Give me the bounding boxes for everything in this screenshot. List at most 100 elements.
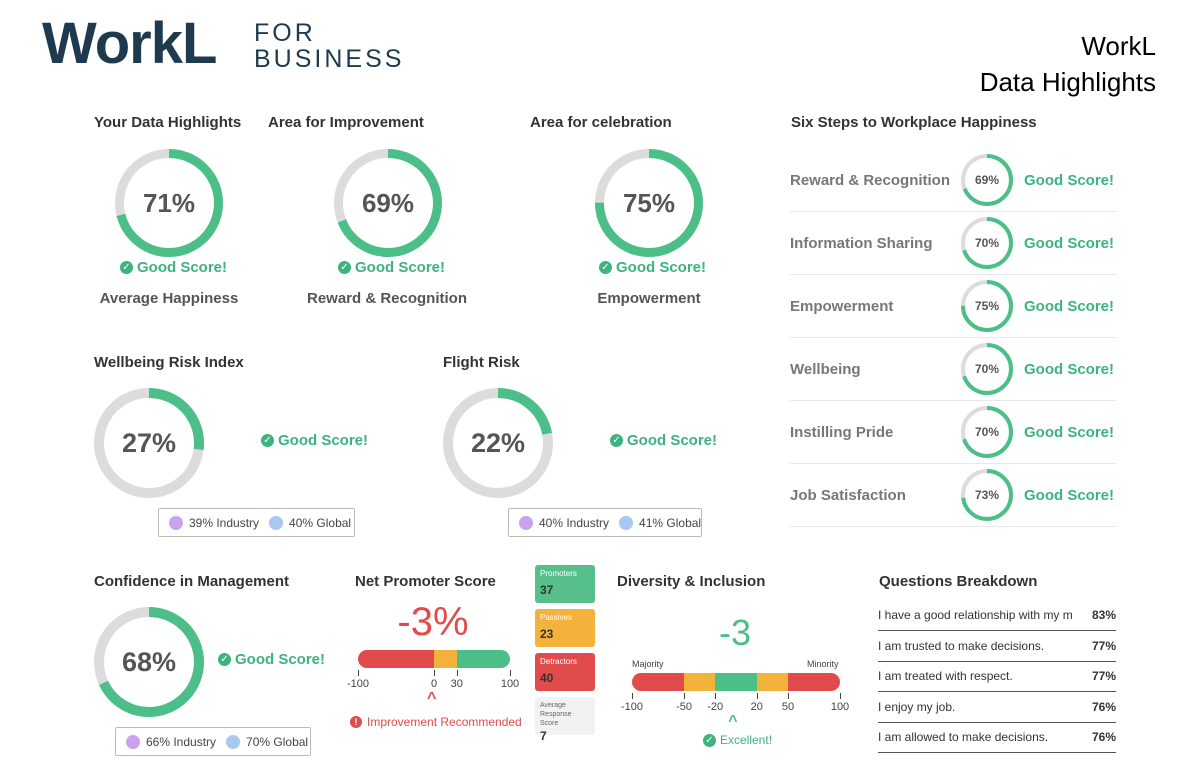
exclamation-icon: ! [350, 716, 362, 728]
scale-tick-label: -100 [346, 678, 370, 690]
scale-tick [632, 693, 633, 699]
scale-tick-label: 20 [750, 701, 763, 713]
global-text: 70% Global [246, 734, 309, 749]
scale-tick-label: 0 [430, 678, 438, 690]
highlight-label-3: Empowerment [597, 290, 701, 307]
check-circle-icon: ✓ [703, 733, 716, 747]
global-text: 41% Global [639, 515, 702, 530]
step-name: Job Satisfaction [790, 486, 906, 504]
flight-risk-title: Flight Risk [443, 354, 520, 371]
six-steps-row: Reward & Recognition 69% Good Score! [790, 149, 1116, 212]
average-response-value: 7 [540, 729, 547, 743]
step-name: Information Sharing [790, 234, 933, 252]
ring-empowerment-value: 75% [623, 188, 675, 218]
question-row: I am allowed to make decisions. 76% [878, 722, 1116, 753]
ring-flight-risk: 22% [443, 388, 553, 498]
ring-progress-arc [961, 406, 1013, 458]
check-circle-icon: ✓ [599, 261, 612, 274]
global-dot-icon [269, 515, 284, 530]
wellbeing-benchmark-legend: 39% Industry 40% Global [158, 508, 355, 537]
scale-tick [840, 693, 841, 699]
good-score-badge-2: ✓ Good Score! [338, 259, 445, 276]
scale-segment [715, 673, 757, 691]
step-score-ring: 73% [961, 469, 1013, 521]
logo-wordmark: WorkL [42, 11, 217, 76]
average-response-card: Average Response Score 7 [535, 697, 595, 743]
scale-tick-label: 100 [500, 678, 520, 690]
majority-label: Majority [632, 659, 664, 669]
nps-score-value: -3% [397, 600, 469, 644]
diversity-title: Diversity & Inclusion [617, 573, 766, 590]
step-score-value: 70% [975, 425, 999, 439]
six-steps-row: Wellbeing 70% Good Score! [790, 338, 1116, 401]
scale-tick-label: 100 [830, 701, 850, 713]
six-steps-row: Instilling Pride 70% Good Score! [790, 401, 1116, 464]
header-brand-title: WorkL [1081, 31, 1156, 61]
scale-tick-label: 30 [450, 678, 463, 690]
step-score-ring: 70% [961, 343, 1013, 395]
confidence-benchmark-legend: 66% Industry 70% Global [115, 727, 311, 756]
step-score-value: 70% [975, 362, 999, 376]
six-steps-row: Information Sharing 70% Good Score! [790, 212, 1116, 275]
promoters-value: 37 [540, 583, 554, 597]
scale-segment [456, 650, 510, 668]
logo-subtitle: FOR BUSINESS [254, 20, 404, 72]
diversity-status: ✓ Excellent! [703, 733, 772, 747]
question-row: I am trusted to make decisions. 77% [878, 631, 1116, 662]
step-name: Reward & Recognition [790, 171, 951, 189]
highlight-title-3: Area for celebration [530, 114, 672, 131]
ring-confidence-management-value: 68% [122, 647, 176, 677]
question-score: 77% [1091, 669, 1116, 683]
step-score-value: 69% [975, 173, 999, 187]
ring-progress-arc [595, 149, 703, 257]
step-name: Instilling Pride [790, 423, 894, 441]
step-score-value: 70% [975, 236, 999, 250]
global-dot-icon [226, 734, 241, 749]
question-score: 77% [1091, 638, 1116, 653]
step-good-score: Good Score! [1024, 297, 1115, 315]
step-good-score: Good Score! [1024, 360, 1115, 378]
score-marker-icon: ^ [427, 690, 437, 707]
nps-warning-text: Improvement Recommended [367, 715, 522, 729]
global-benchmark: 40% Global [269, 515, 351, 530]
six-steps-row: Empowerment 75% Good Score! [790, 275, 1116, 338]
scale-segment [632, 673, 684, 691]
scale-tick-label: -20 [707, 701, 724, 713]
scale-tick [358, 670, 359, 676]
confidence-good-score: ✓ Good Score! [218, 651, 325, 668]
industry-dot-icon [519, 515, 533, 530]
scale-tick-label: -50 [676, 701, 692, 713]
detractors-card: Detractors 40 [535, 653, 595, 691]
scale-bar [632, 673, 840, 691]
highlight-label-1: Average Happiness [99, 290, 239, 307]
ring-progress-arc [115, 149, 223, 257]
detractors-value: 40 [540, 671, 554, 685]
industry-benchmark: 40% Industry [519, 515, 610, 530]
scale-segment [358, 650, 434, 668]
check-circle-icon: ✓ [610, 434, 623, 447]
diversity-score-value: -3 [718, 612, 751, 653]
highlight-title-1: Your Data Highlights [94, 114, 242, 131]
flight-benchmark-legend: 40% Industry 41% Global [508, 508, 702, 537]
good-score-text: Good Score! [137, 259, 228, 276]
questions-title: Questions Breakdown [879, 573, 1038, 590]
scale-tick [715, 693, 717, 699]
ring-progress-arc [334, 149, 442, 257]
ring-wellbeing-risk: 27% [94, 388, 204, 498]
scale-tick [684, 693, 685, 699]
ring-progress-arc [94, 607, 204, 717]
industry-text: 40% Industry [539, 515, 610, 530]
six-steps-row: Job Satisfaction 73% Good Score! [790, 464, 1116, 527]
global-benchmark: 41% Global [619, 515, 702, 530]
question-text: I enjoy my job. [878, 699, 956, 714]
nps-warning: ! Improvement Recommended [350, 715, 522, 729]
wellbeing-title: Wellbeing Risk Index [94, 354, 244, 371]
industry-dot-icon [169, 515, 183, 530]
scale-tick [456, 670, 458, 676]
question-score: 76% [1091, 730, 1116, 744]
minority-label: Minority [807, 659, 839, 669]
nps-scale: -100 0 30 100 ^ [347, 650, 519, 707]
step-good-score: Good Score! [1024, 171, 1115, 189]
question-row: I enjoy my job. 76% [878, 692, 1116, 723]
step-good-score: Good Score! [1024, 234, 1115, 252]
